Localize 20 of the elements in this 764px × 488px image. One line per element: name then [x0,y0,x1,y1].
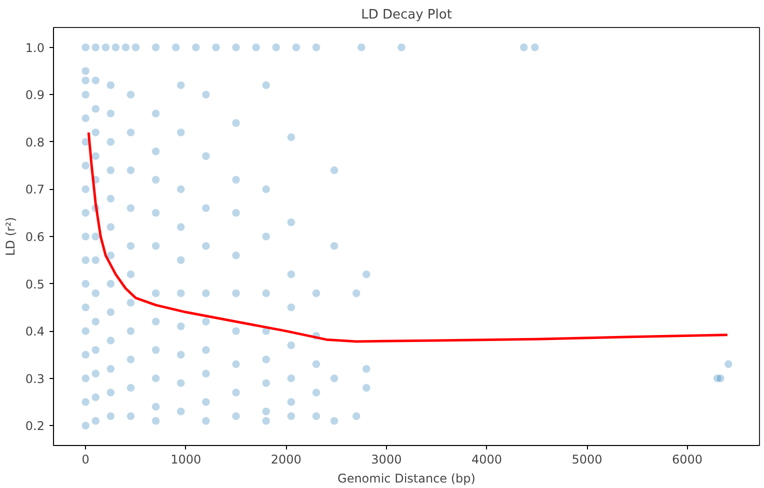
y-axis-title: LD (r²) [3,217,18,256]
x-tick-label: 1000 [170,452,202,466]
x-tick-label: 0 [82,452,90,466]
y-tick-label: 0.4 [25,324,45,339]
y-tick-label: 0.5 [25,277,45,292]
x-tick-label: 5000 [572,452,602,466]
y-tick-label: 0.3 [25,372,45,386]
x-tick-label: 2000 [270,452,302,466]
y-tick-label: 1.0 [25,40,45,55]
y-tick-label: 0.7 [25,182,45,197]
x-tick-label: 3000 [371,452,402,466]
y-tick-label: 0.8 [25,135,45,150]
y-tick-label: 0.6 [25,230,45,244]
line-series [87,131,729,343]
chart-title: LD Decay Plot [361,8,452,22]
y-tick-label: 0.9 [25,88,45,102]
x-axis-title: Genomic Distance (bp) [338,472,476,486]
x-tick-label: 6000 [672,452,703,466]
x-tick-label: 4000 [471,452,502,466]
y-tick-label: 0.2 [25,419,45,434]
